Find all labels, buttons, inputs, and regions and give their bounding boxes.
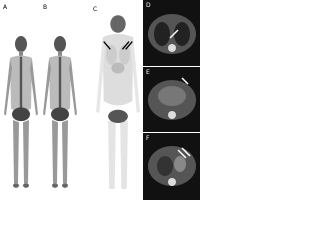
panel-b <box>43 36 77 188</box>
panel-e <box>143 67 200 132</box>
panel-label: C <box>93 6 97 13</box>
panel-label: F <box>146 135 150 142</box>
page: {"panels": [{"label": "A"}, {"label": "B… <box>3 0 200 200</box>
panel-label: E <box>146 69 150 76</box>
panel-c <box>96 15 140 189</box>
panel-label: A <box>3 4 8 11</box>
panel-label: B <box>43 4 47 11</box>
panel-d <box>143 0 200 66</box>
panel-f <box>143 133 200 200</box>
panel-a <box>4 36 38 188</box>
panel-label: D <box>146 2 151 9</box>
figure: A B C D E F <box>3 0 200 200</box>
